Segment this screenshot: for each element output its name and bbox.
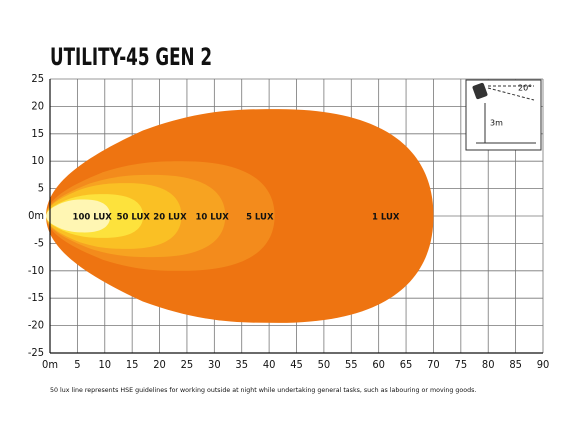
x-tick-label: 15 bbox=[126, 358, 139, 371]
y-tick-label: -15 bbox=[28, 291, 44, 304]
y-tick-label: 15 bbox=[31, 127, 44, 140]
contour-label: 20 LUX bbox=[153, 213, 187, 223]
x-tick-label: 45 bbox=[290, 358, 303, 371]
x-tick-label: 90 bbox=[537, 358, 550, 371]
x-tick-label: 20 bbox=[153, 358, 166, 371]
y-tick-label: -20 bbox=[28, 319, 44, 332]
contour-label: 5 LUX bbox=[246, 213, 274, 223]
y-tick-label: -5 bbox=[34, 236, 44, 249]
y-tick-label: -10 bbox=[28, 264, 44, 277]
y-tick-label: 0m bbox=[28, 209, 44, 222]
x-tick-label: 30 bbox=[208, 358, 221, 371]
light-icon bbox=[472, 82, 488, 100]
x-tick-label: 35 bbox=[235, 358, 248, 371]
y-tick-label: -25 bbox=[28, 346, 44, 359]
inset-diagram: 20° 3m bbox=[465, 79, 542, 151]
beam-angle bbox=[487, 87, 535, 101]
x-tick-label: 0m bbox=[42, 358, 58, 371]
inset-angle: 20° bbox=[518, 84, 532, 93]
x-tick-label: 60 bbox=[372, 358, 385, 371]
x-tick-label: 10 bbox=[98, 358, 111, 371]
y-tick-label: 5 bbox=[38, 182, 44, 195]
contour-label: 50 LUX bbox=[117, 213, 151, 223]
inset-height: 3m bbox=[490, 119, 503, 128]
x-tick-label: 40 bbox=[263, 358, 276, 371]
beam-contour bbox=[46, 199, 111, 233]
chart-title: UTILITY-45 GEN 2 bbox=[50, 43, 212, 71]
y-tick-label: 10 bbox=[31, 154, 44, 167]
contour-label: 1 LUX bbox=[372, 213, 400, 223]
y-tick-label: 25 bbox=[31, 72, 44, 85]
x-tick-label: 75 bbox=[455, 358, 468, 371]
contour-label: 100 LUX bbox=[73, 213, 113, 223]
x-tick-label: 65 bbox=[400, 358, 413, 371]
x-tick-label: 5 bbox=[74, 358, 80, 371]
x-tick-label: 25 bbox=[181, 358, 194, 371]
x-tick-label: 80 bbox=[482, 358, 495, 371]
x-tick-label: 85 bbox=[509, 358, 522, 371]
y-tick-label: 20 bbox=[31, 99, 44, 112]
x-tick-label: 50 bbox=[318, 358, 331, 371]
x-tick-label: 55 bbox=[345, 358, 358, 371]
x-tick-label: 70 bbox=[427, 358, 440, 371]
contour-label: 10 LUX bbox=[195, 213, 229, 223]
footnote: 50 lux line represents HSE guidelines fo… bbox=[50, 387, 476, 394]
